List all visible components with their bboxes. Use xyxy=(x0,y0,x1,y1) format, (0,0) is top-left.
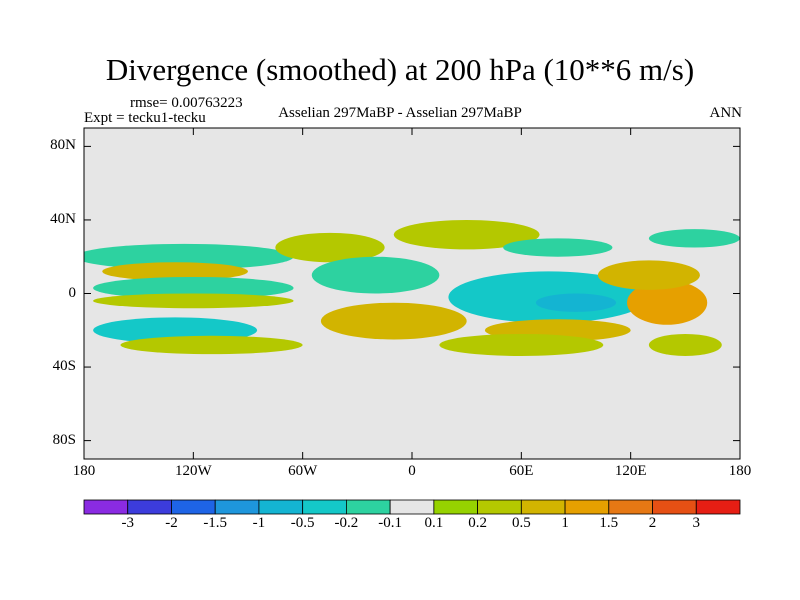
chart-title: Divergence (smoothed) at 200 hPa (10**6 … xyxy=(105,52,695,87)
colorbar-label-1: -2 xyxy=(165,515,178,531)
field-east-yellow-north xyxy=(597,260,700,290)
field-layer xyxy=(84,219,740,357)
field-atlantic-yellow xyxy=(320,302,467,340)
colorbar-swatch-14 xyxy=(695,499,741,515)
y-tick-label-0: 80N xyxy=(50,137,76,154)
colorbar-label-4: -0.5 xyxy=(290,515,315,531)
colorbar-swatch-13 xyxy=(652,499,697,515)
colorbar-swatch-8 xyxy=(433,499,479,515)
colorbar-label-13: 3 xyxy=(692,515,701,531)
y-tick-label-4: 80S xyxy=(52,431,76,448)
field-far-east-cyan xyxy=(648,229,740,248)
x-tick-label-4: 60E xyxy=(509,463,534,479)
x-tick-label-1: 120W xyxy=(174,463,212,479)
season-label: ANN xyxy=(709,105,743,121)
field-africa-blue-core xyxy=(535,293,617,312)
field-east-orange xyxy=(627,280,708,325)
colorbar-swatch-10 xyxy=(520,499,566,515)
field-indian-green xyxy=(439,333,604,357)
y-tick-label-3: 40S xyxy=(52,358,76,375)
colorbar-swatch-1 xyxy=(127,499,172,515)
colorbar-swatch-4 xyxy=(258,499,304,515)
y-tick-label-2: 0 xyxy=(68,284,77,301)
experiment-label: Expt = tecku1-tecku xyxy=(84,110,206,126)
colorbar-label-7: 0.1 xyxy=(424,515,444,531)
colorbar-label-10: 1 xyxy=(561,515,569,531)
field-atlantic-cyan xyxy=(311,256,440,294)
colorbar-label-2: -1.5 xyxy=(203,515,228,531)
colorbar-label-5: -0.2 xyxy=(334,515,359,531)
comparison-label: Asselian 297MaBP - Asselian 297MaBP xyxy=(278,105,522,121)
rmse-label: rmse= 0.00763223 xyxy=(130,95,243,111)
colorbar-swatch-6 xyxy=(345,499,391,515)
colorbar-swatch-5 xyxy=(302,499,347,515)
field-npac-cyan-band xyxy=(84,243,294,270)
colorbar-swatch-2 xyxy=(171,499,216,515)
field-npac-cyan-band-2 xyxy=(93,276,294,300)
field-northern-cyan xyxy=(503,238,613,257)
x-tick-label-0: 180 xyxy=(72,463,96,479)
y-tick-label-1: 40N xyxy=(50,210,76,227)
colorbar-label-3: -1 xyxy=(252,515,266,531)
colorbar-swatch-3 xyxy=(214,499,260,515)
colorbar-label-11: 1.5 xyxy=(599,515,619,531)
colorbar-swatch-0 xyxy=(83,499,129,515)
colorbar-swatch-11 xyxy=(564,499,610,515)
colorbar-swatch-7 xyxy=(389,499,435,515)
colorbar-swatch-9 xyxy=(477,499,522,515)
field-spac-green-band xyxy=(120,335,303,355)
colorbar-label-0: -3 xyxy=(121,515,134,531)
colorbar-label-12: 2 xyxy=(648,515,657,531)
field-npac-yellow-band xyxy=(102,262,248,281)
colorbar-label-9: 0.5 xyxy=(511,515,531,531)
field-northern-green xyxy=(393,219,540,250)
colorbar-label-8: 0.2 xyxy=(468,515,487,531)
field-east-green-south xyxy=(648,333,722,357)
field-central-green xyxy=(275,232,385,263)
field-equator-green-band xyxy=(93,293,294,309)
x-tick-label-6: 180 xyxy=(728,463,752,479)
colorbar-label-6: -0.1 xyxy=(378,515,402,531)
x-tick-label-3: 0 xyxy=(408,463,416,479)
x-tick-label-5: 120E xyxy=(614,463,647,479)
colorbar-swatch-12 xyxy=(608,499,653,515)
x-tick-label-2: 60W xyxy=(288,463,318,479)
